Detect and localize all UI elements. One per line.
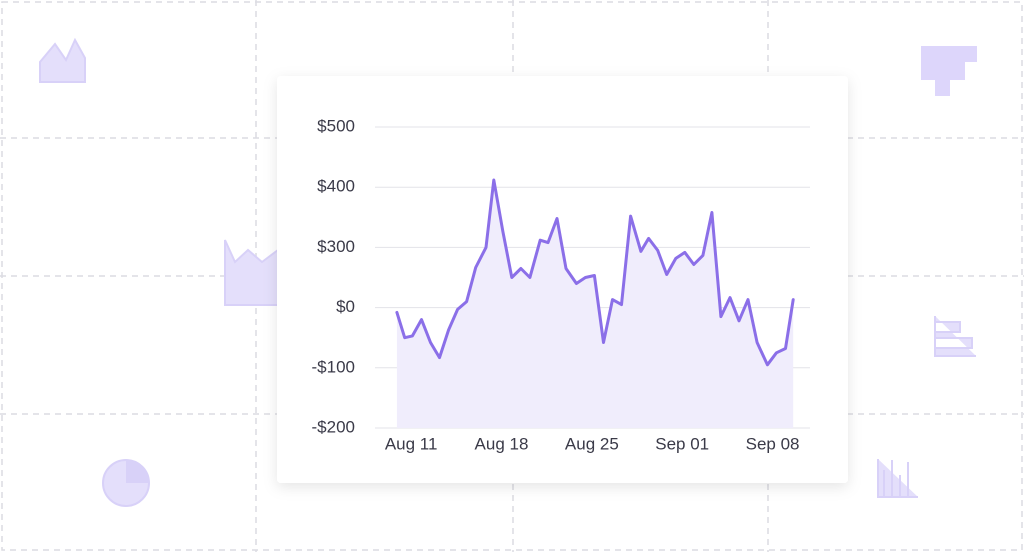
x-tick-label: Aug 18 — [475, 434, 529, 453]
x-tick-label: Sep 08 — [746, 434, 800, 453]
area — [396, 180, 794, 428]
x-tick-label: Sep 01 — [655, 434, 709, 453]
y-tick-label: $400 — [317, 177, 355, 196]
y-tick-label: -$200 — [312, 417, 355, 436]
y-tick-label: $300 — [317, 237, 355, 256]
y-tick-label: -$100 — [312, 357, 355, 376]
y-tick-label: $500 — [317, 116, 355, 135]
chart: $500 $400 $300 $0 -$100 -$200 Aug 11 Aug 18 Aug … — [312, 116, 810, 453]
x-tick-label: Aug 11 — [385, 434, 438, 453]
line — [395, 178, 795, 367]
x-tick-label: Aug 25 — [565, 434, 619, 453]
decor-icons — [39, 37, 977, 507]
y-tick-label: $0 — [336, 297, 355, 316]
